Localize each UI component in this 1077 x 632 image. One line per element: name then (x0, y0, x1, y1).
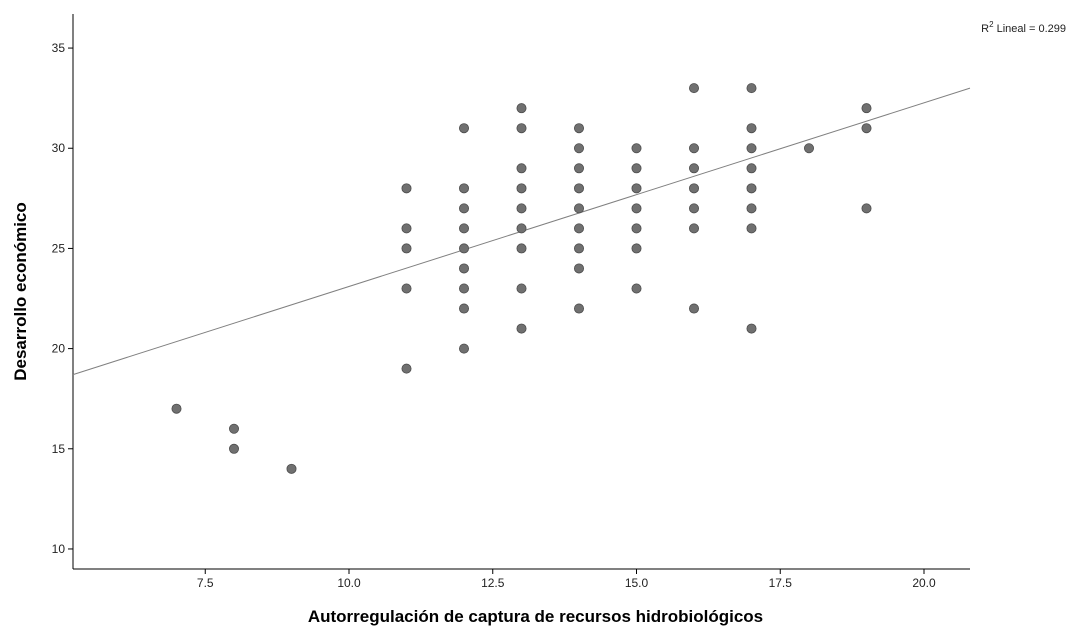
data-point (689, 163, 700, 174)
r-squared-prefix: R (981, 23, 989, 35)
data-point (574, 183, 585, 194)
data-point (689, 83, 700, 94)
data-point (516, 203, 527, 214)
y-tick-label: 20 (52, 342, 66, 356)
x-tick-label: 20.0 (912, 576, 936, 590)
data-point (574, 223, 585, 234)
x-tick-label: 15.0 (625, 576, 649, 590)
data-point (574, 143, 585, 154)
r-squared-text: Lineal = 0.299 (994, 23, 1066, 35)
data-point (631, 203, 642, 214)
data-point (631, 143, 642, 154)
data-point (458, 283, 469, 294)
data-point (631, 183, 642, 194)
y-tick-label: 35 (52, 41, 66, 55)
data-point (861, 203, 872, 214)
data-point (746, 203, 757, 214)
data-point (689, 203, 700, 214)
data-point (401, 283, 412, 294)
data-point (574, 123, 585, 134)
data-point (516, 163, 527, 174)
data-point (574, 203, 585, 214)
data-point (458, 203, 469, 214)
data-point (458, 183, 469, 194)
data-point (458, 303, 469, 314)
data-point (861, 123, 872, 134)
data-point (228, 423, 239, 434)
data-point (689, 223, 700, 234)
y-tick-label: 25 (52, 241, 66, 255)
data-point (746, 323, 757, 334)
data-point (516, 243, 527, 254)
data-point (746, 223, 757, 234)
data-point (804, 143, 815, 154)
data-point (631, 223, 642, 234)
axes (72, 14, 970, 570)
data-point (516, 123, 527, 134)
x-tick-label: 12.5 (481, 576, 505, 590)
data-point (574, 303, 585, 314)
data-point (574, 263, 585, 274)
data-point (401, 243, 412, 254)
data-point (286, 463, 297, 474)
data-point (516, 283, 527, 294)
data-point (689, 183, 700, 194)
data-point (516, 323, 527, 334)
data-point (631, 243, 642, 254)
data-point (746, 143, 757, 154)
data-point (689, 143, 700, 154)
x-axis-title: Autorregulación de captura de recursos h… (308, 607, 763, 626)
y-tick-label: 10 (52, 542, 66, 556)
r-squared-annotation: R2 Lineal = 0.299 (981, 20, 1066, 35)
ticks: 7.5 10.0 12.5 15.0 17.5 20.0 10 15 20 25 30 35 (52, 41, 936, 590)
data-point (861, 103, 872, 114)
data-point (574, 243, 585, 254)
data-point (458, 263, 469, 274)
data-points (171, 83, 872, 474)
data-point (458, 243, 469, 254)
data-point (574, 163, 585, 174)
data-point (171, 403, 182, 414)
data-point (746, 163, 757, 174)
x-tick-label: 10.0 (337, 576, 361, 590)
data-point (746, 83, 757, 94)
data-point (631, 163, 642, 174)
data-point (516, 183, 527, 194)
x-tick-label: 17.5 (769, 576, 793, 590)
data-point (228, 443, 239, 454)
r-squared-superscript: 2 (989, 20, 994, 29)
data-point (401, 183, 412, 194)
data-point (746, 183, 757, 194)
data-point (458, 343, 469, 354)
data-point (516, 103, 527, 114)
data-point (631, 283, 642, 294)
y-axis-title: Desarrollo económico (11, 202, 30, 381)
data-point (401, 223, 412, 234)
y-tick-label: 15 (52, 442, 66, 456)
data-point (516, 223, 527, 234)
data-point (689, 303, 700, 314)
data-point (458, 123, 469, 134)
data-point (746, 123, 757, 134)
data-point (458, 223, 469, 234)
y-tick-label: 30 (52, 141, 66, 155)
x-tick-label: 7.5 (197, 576, 214, 590)
data-point (401, 363, 412, 374)
